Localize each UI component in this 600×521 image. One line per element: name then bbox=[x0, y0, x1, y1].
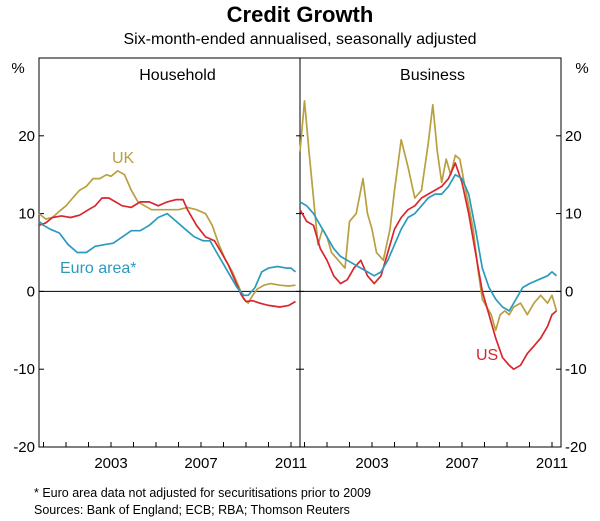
y-tick-label-left: -20 bbox=[13, 439, 35, 456]
series-line-business-euro-area bbox=[299, 173, 558, 312]
series-line-household-euro-area bbox=[38, 212, 297, 297]
panel-title-business: Business bbox=[400, 67, 465, 84]
chart-subtitle: Six-month-ended annualised, seasonally a… bbox=[123, 31, 477, 48]
y-tick-label-left: 20 bbox=[18, 128, 35, 145]
series-line-business-us bbox=[299, 162, 558, 371]
annotation-uk: UK bbox=[112, 150, 135, 167]
y-tick-label-right: -20 bbox=[565, 439, 587, 456]
y-axis-unit-right: % bbox=[575, 60, 588, 77]
y-tick-label-right: 20 bbox=[565, 128, 582, 145]
x-tick-label: 2007 bbox=[445, 455, 478, 472]
y-tick-label-left: -10 bbox=[13, 361, 35, 378]
chart-title: Credit Growth bbox=[226, 2, 374, 27]
x-tick-label: 2003 bbox=[94, 455, 127, 472]
annotation-euro-area: Euro area* bbox=[60, 260, 137, 277]
y-tick-label-right: 10 bbox=[565, 206, 582, 223]
y-tick-label-left: 0 bbox=[27, 283, 35, 300]
y-tick-label-right: -10 bbox=[565, 361, 587, 378]
y-tick-label-right: 0 bbox=[565, 283, 573, 300]
series-line-business-uk bbox=[299, 99, 558, 332]
series-line-household-uk bbox=[38, 169, 296, 304]
panel-title-household: Household bbox=[139, 67, 216, 84]
x-tick-label: 2003 bbox=[355, 455, 388, 472]
y-axis-unit-left: % bbox=[11, 60, 24, 77]
y-tick-label-left: 10 bbox=[18, 206, 35, 223]
series-line-household-us bbox=[38, 197, 296, 308]
x-tick-label: 2011 bbox=[275, 455, 307, 472]
footnote: * Euro area data not adjusted for securi… bbox=[34, 486, 372, 500]
x-tick-label: 2011 bbox=[536, 455, 568, 472]
sources-note: Sources: Bank of England; ECB; RBA; Thom… bbox=[34, 503, 350, 517]
x-tick-label: 2007 bbox=[184, 455, 217, 472]
annotation-us: US bbox=[476, 347, 498, 364]
